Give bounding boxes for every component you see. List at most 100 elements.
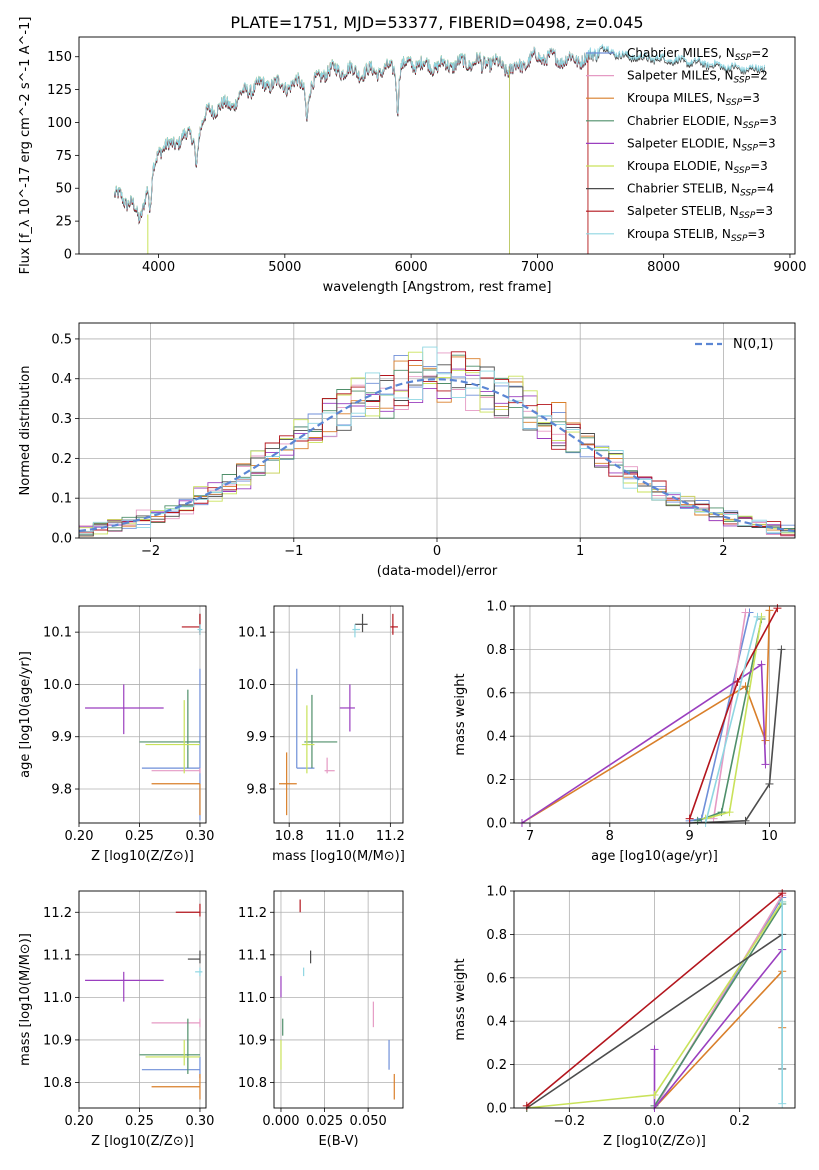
x-tick-label: 11.2	[376, 829, 405, 844]
x-tick-label: 0.20	[65, 1114, 94, 1129]
y-tick-label: 0.2	[486, 773, 507, 788]
x-axis-label: mass [log10(M/M⊙)]	[272, 849, 405, 864]
panel-residuals: −2 −1 0 1 2 0.0 0.1 0.2 0.3 0.4 0.5 (data-model)/er…	[18, 322, 796, 579]
y-tick-label: 125	[47, 83, 72, 98]
weight-line	[653, 949, 783, 1111]
x-tick-label: 0.20	[65, 829, 94, 844]
x-tick-label: 11.0	[325, 829, 354, 844]
weight-line	[704, 616, 759, 824]
y-axis-label: Normed distribution	[18, 366, 33, 496]
x-tick-label: 0.2	[729, 1114, 750, 1129]
spectrum-line	[114, 45, 766, 225]
panel-mass-vs-Z: 0.20 0.25 0.30 10.8 10.9 11.0 11.1 11.2 Z [log10…	[18, 890, 214, 1149]
axes-frame	[78, 36, 796, 255]
x-axis-label: age [log10(age/yr)]	[591, 849, 718, 864]
x-tick-label: 9000	[773, 260, 806, 275]
legend-label: Chabrier ELODIE, NSSP=3	[627, 114, 777, 131]
x-tick-label: 8	[606, 829, 614, 844]
y-tick-label: 0.8	[486, 643, 507, 658]
x-axis-label: (data-model)/error	[377, 564, 498, 579]
x-axis-label: Z [log10(Z/Z⊙)]	[603, 1134, 706, 1149]
x-tick-label: −1	[284, 544, 303, 559]
y-tick-label: 150	[47, 50, 72, 65]
y-tick-label: 10.9	[43, 1033, 72, 1048]
x-tick-label: 0.25	[125, 1114, 154, 1129]
y-axis-label: Flux [f_λ 10^-17 erg cm^-2 s^-1 A^-1]	[18, 17, 33, 275]
y-tick-label: 11.2	[43, 906, 72, 921]
x-axis-label: wavelength [Angstrom, rest frame]	[323, 280, 552, 295]
spectrum-line	[114, 46, 589, 254]
legend-label: Salpeter STELIB, NSSP=3	[627, 204, 773, 221]
axes-frame	[513, 890, 796, 1109]
y-tick-label: 1.0	[486, 885, 507, 900]
x-tick-label: 7	[526, 829, 534, 844]
x-tick-label: 10.8	[275, 829, 304, 844]
x-tick-label: 0.30	[185, 1114, 214, 1129]
y-axis-label: mass [log10(M/M⊙)]	[18, 933, 33, 1066]
weight-line	[526, 892, 783, 1107]
legend-label: Chabrier STELIB, NSSP=4	[627, 182, 774, 199]
figure-title: PLATE=1751, MJD=53377, FIBERID=0498, z=0…	[230, 13, 643, 32]
x-tick-label: −2	[141, 544, 160, 559]
y-tick-label: 0.3	[51, 412, 72, 427]
y-tick-label: 50	[55, 182, 72, 197]
x-tick-label: 2	[719, 544, 727, 559]
y-tick-label: 0.0	[51, 532, 72, 547]
y-tick-label: 11.0	[43, 991, 72, 1006]
weight-line	[521, 663, 767, 824]
y-axis-label: mass weight	[453, 958, 468, 1040]
y-tick-label: 0.4	[51, 372, 72, 387]
y-tick-label: 10.8	[43, 1076, 72, 1091]
x-tick-label: 0.025	[306, 1114, 343, 1129]
y-tick-label: 11.1	[238, 948, 267, 963]
legend-label: N(0,1)	[733, 337, 774, 352]
legend: Chabrier MILES, NSSP=2 Salpeter MILES, NS…	[586, 46, 777, 244]
y-tick-label: 11.2	[238, 906, 267, 921]
x-tick-label: 0.050	[350, 1114, 387, 1129]
y-tick-label: 0.0	[486, 1102, 507, 1117]
y-tick-label: 0.4	[486, 730, 507, 745]
y-tick-label: 0.6	[486, 971, 507, 986]
spectrum-line	[114, 48, 589, 254]
legend-label: Kroupa MILES, NSSP=3	[627, 91, 760, 108]
x-axis-label: Z [log10(Z/Z⊙)]	[91, 849, 194, 864]
x-tick-label: 6000	[395, 260, 428, 275]
histogram-series	[79, 346, 795, 537]
y-tick-label: 0.5	[51, 332, 72, 347]
y-tick-label: 9.8	[51, 783, 72, 798]
x-tick-label: 0.25	[125, 829, 154, 844]
x-tick-label: 1	[576, 544, 584, 559]
axes-frame	[273, 605, 404, 824]
y-tick-label: 11.1	[43, 948, 72, 963]
y-tick-label: 0.0	[486, 817, 507, 832]
x-tick-label: 0.30	[185, 829, 214, 844]
y-tick-label: 25	[55, 215, 72, 230]
x-tick-label: 5000	[268, 260, 301, 275]
y-tick-label: 0.4	[486, 1015, 507, 1030]
weight-line	[653, 903, 783, 1107]
y-tick-label: 10.8	[238, 1076, 267, 1091]
legend-label: Chabrier MILES, NSSP=2	[627, 46, 769, 63]
panel-spectrum: 4000 5000 6000 7000 8000 9000 0 25 50 75 100 125 150…	[18, 17, 806, 295]
y-axis-label: age [log10(age/yr)]	[18, 651, 33, 778]
x-tick-label: 8000	[647, 260, 680, 275]
spectrum-line	[114, 47, 589, 254]
y-tick-label: 9.9	[51, 730, 72, 745]
y-tick-label: 0.1	[51, 492, 72, 507]
axes-frame	[78, 322, 796, 539]
y-tick-label: 0.8	[486, 928, 507, 943]
y-tick-label: 10.0	[238, 678, 267, 693]
x-tick-label: −0.2	[554, 1114, 586, 1129]
x-tick-label: 10	[761, 829, 778, 844]
panel-massweight-vs-age: 7 8 9 10 0.0 0.2 0.4 0.6 0.8 1.0 age [log10(age/yr…	[453, 600, 796, 864]
x-tick-label: 7000	[521, 260, 554, 275]
y-tick-label: 1.0	[486, 600, 507, 615]
y-tick-label: 100	[47, 116, 72, 131]
x-tick-label: 4000	[142, 260, 175, 275]
spectrum-line	[114, 47, 589, 254]
normal-reference-curve	[78, 378, 796, 533]
panel-age-vs-mass: 10.8 11.0 11.2 9.8 9.9 10.0 10.1 mass [log10(M/…	[238, 605, 405, 864]
spectrum-line	[114, 43, 766, 223]
y-tick-label: 10.1	[238, 626, 267, 641]
